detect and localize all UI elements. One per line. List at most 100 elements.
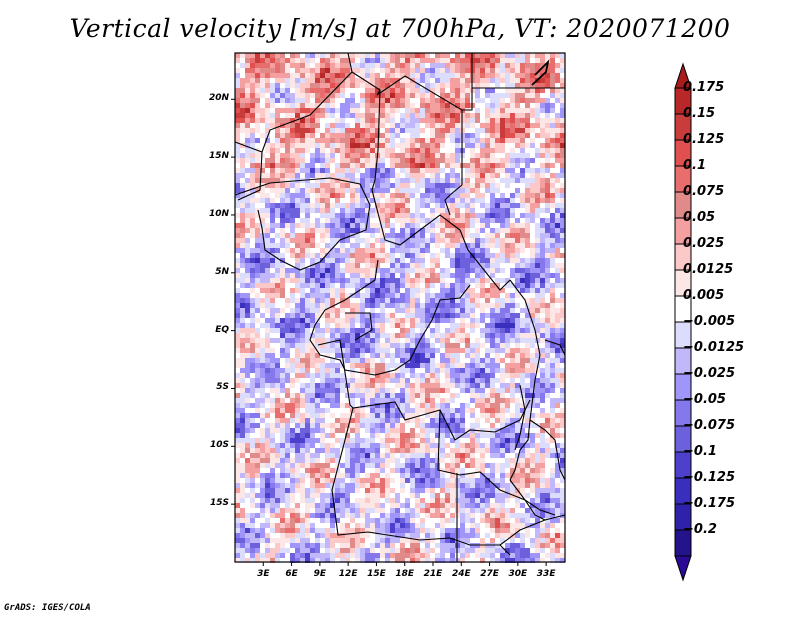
field-cell (525, 153, 530, 158)
field-cell (280, 223, 285, 228)
field-cell (480, 83, 485, 88)
field-cell (425, 413, 430, 418)
field-cell (365, 368, 370, 373)
field-cell (360, 398, 365, 403)
field-cell (345, 263, 350, 268)
field-cell (360, 78, 365, 83)
field-cell (450, 328, 455, 333)
field-cell (370, 318, 375, 323)
field-cell (560, 128, 565, 133)
field-cell (510, 153, 515, 158)
field-cell (490, 258, 495, 263)
field-cell (345, 308, 350, 313)
field-cell (380, 333, 385, 338)
field-cell (515, 353, 520, 358)
field-cell (270, 258, 275, 263)
field-cell (535, 413, 540, 418)
field-cell (370, 173, 375, 178)
field-cell (285, 108, 290, 113)
field-cell (430, 308, 435, 313)
field-cell (360, 423, 365, 428)
field-cell (370, 118, 375, 123)
field-cell (360, 118, 365, 123)
field-cell (550, 268, 555, 273)
field-cell (285, 233, 290, 238)
field-cell (430, 378, 435, 383)
field-cell (415, 53, 420, 58)
field-cell (415, 283, 420, 288)
field-cell (345, 113, 350, 118)
field-cell (380, 248, 385, 253)
field-cell (425, 58, 430, 63)
field-cell (380, 263, 385, 268)
field-cell (475, 88, 480, 93)
field-cell (495, 263, 500, 268)
field-cell (295, 168, 300, 173)
field-cell (550, 113, 555, 118)
field-cell (340, 368, 345, 373)
field-cell (495, 228, 500, 233)
field-cell (545, 363, 550, 368)
field-cell (435, 268, 440, 273)
field-cell (415, 373, 420, 378)
field-cell (270, 153, 275, 158)
field-cell (400, 203, 405, 208)
field-cell (280, 103, 285, 108)
field-cell (535, 233, 540, 238)
field-cell (480, 93, 485, 98)
field-cell (305, 188, 310, 193)
field-cell (360, 113, 365, 118)
field-cell (495, 358, 500, 363)
field-cell (295, 418, 300, 423)
field-cell (305, 243, 310, 248)
field-cell (330, 423, 335, 428)
field-cell (310, 173, 315, 178)
field-cell (560, 223, 565, 228)
field-cell (545, 73, 550, 78)
field-cell (335, 348, 340, 353)
field-cell (445, 178, 450, 183)
field-cell (280, 298, 285, 303)
field-cell (290, 423, 295, 428)
field-cell (310, 223, 315, 228)
field-cell (350, 188, 355, 193)
field-cell (505, 338, 510, 343)
field-cell (270, 73, 275, 78)
field-cell (365, 243, 370, 248)
field-cell (535, 208, 540, 213)
field-cell (490, 88, 495, 93)
field-cell (435, 348, 440, 353)
field-cell (265, 408, 270, 413)
field-cell (480, 378, 485, 383)
field-cell (335, 178, 340, 183)
field-cell (305, 153, 310, 158)
field-cell (420, 303, 425, 308)
field-cell (490, 238, 495, 243)
field-cell (500, 403, 505, 408)
field-cell (530, 368, 535, 373)
field-cell (470, 143, 475, 148)
field-cell (280, 183, 285, 188)
field-cell (250, 358, 255, 363)
field-cell (510, 193, 515, 198)
field-cell (550, 173, 555, 178)
field-cell (265, 268, 270, 273)
field-cell (390, 263, 395, 268)
field-cell (395, 238, 400, 243)
field-cell (430, 158, 435, 163)
field-cell (240, 313, 245, 318)
field-cell (495, 413, 500, 418)
field-cell (420, 118, 425, 123)
field-cell (445, 118, 450, 123)
field-cell (540, 143, 545, 148)
field-cell (475, 393, 480, 398)
field-cell (375, 68, 380, 73)
field-cell (545, 123, 550, 128)
field-cell (505, 363, 510, 368)
field-cell (560, 248, 565, 253)
field-cell (260, 213, 265, 218)
field-cell (350, 348, 355, 353)
field-cell (375, 78, 380, 83)
field-cell (405, 73, 410, 78)
field-cell (510, 268, 515, 273)
